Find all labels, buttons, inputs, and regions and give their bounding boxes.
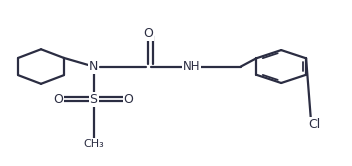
Text: S: S [90, 93, 98, 106]
Text: Cl: Cl [308, 118, 321, 131]
Text: CH₃: CH₃ [83, 139, 104, 149]
Text: O: O [54, 93, 63, 106]
Text: NH: NH [183, 60, 201, 73]
Text: O: O [124, 93, 134, 106]
Text: N: N [89, 60, 98, 73]
Text: O: O [143, 27, 153, 40]
